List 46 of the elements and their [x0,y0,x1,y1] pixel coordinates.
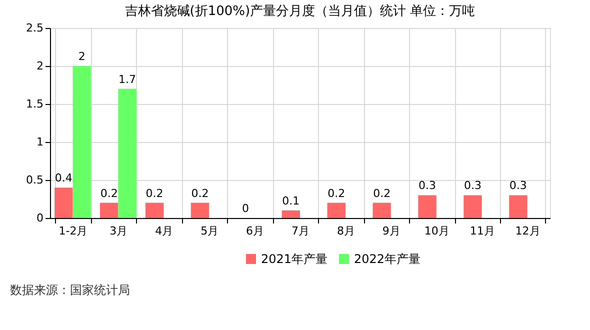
bar [327,202,346,218]
y-tick-label: 0 [36,212,44,224]
bar [100,202,118,218]
data-label: 0.2 [100,186,118,200]
bar [118,88,136,218]
y-tick-label: 2.5 [26,22,44,34]
x-tick-label: 1-2月 [58,224,88,238]
bar [464,195,482,218]
x-tick-label: 3月 [110,224,128,238]
bar [72,66,91,218]
source-note: 数据来源：国家统计局 [10,283,130,297]
data-label: 0.3 [464,179,482,192]
bar [54,188,73,218]
data-label: 0.3 [418,179,436,192]
bar [509,195,528,218]
x-tick-label: 10月 [424,224,450,238]
bar [282,210,300,218]
legend-label: 2022年产量 [354,252,421,266]
legend-label: 2021年产量 [261,252,328,266]
y-tick-label: 1.5 [26,98,44,110]
data-label: 0.2 [146,186,164,200]
y-tick-label: 1 [36,136,44,148]
data-label: 0.4 [54,172,72,185]
bar [190,202,210,218]
data-label: 0.3 [509,179,527,192]
x-tick-label: 5月 [200,224,219,238]
y-tick-label: 2 [36,60,44,72]
x-tick-label: 9月 [382,224,400,238]
bar [418,195,436,218]
data-label: 0.1 [282,194,300,208]
x-tick-label: 4月 [155,224,174,238]
data-label: 0.2 [328,186,346,200]
data-label: 1.7 [118,72,136,86]
bar [145,202,164,218]
x-tick-label: 11月 [470,224,495,238]
chart-title: 吉林省烧碱(折100%)产量分月度（当月值）统计 单位：万吨 [124,3,476,19]
data-label: 2 [78,50,86,63]
data-label: 0 [242,202,249,215]
x-tick-label: 6月 [246,224,264,238]
data-label: 0.2 [373,186,391,200]
x-tick-label: 8月 [336,224,355,238]
bar [372,202,391,218]
data-label: 0.2 [191,186,209,200]
x-tick-label: 7月 [292,224,310,238]
y-tick-label: 0.5 [26,174,44,186]
x-tick-label: 12月 [515,224,540,238]
